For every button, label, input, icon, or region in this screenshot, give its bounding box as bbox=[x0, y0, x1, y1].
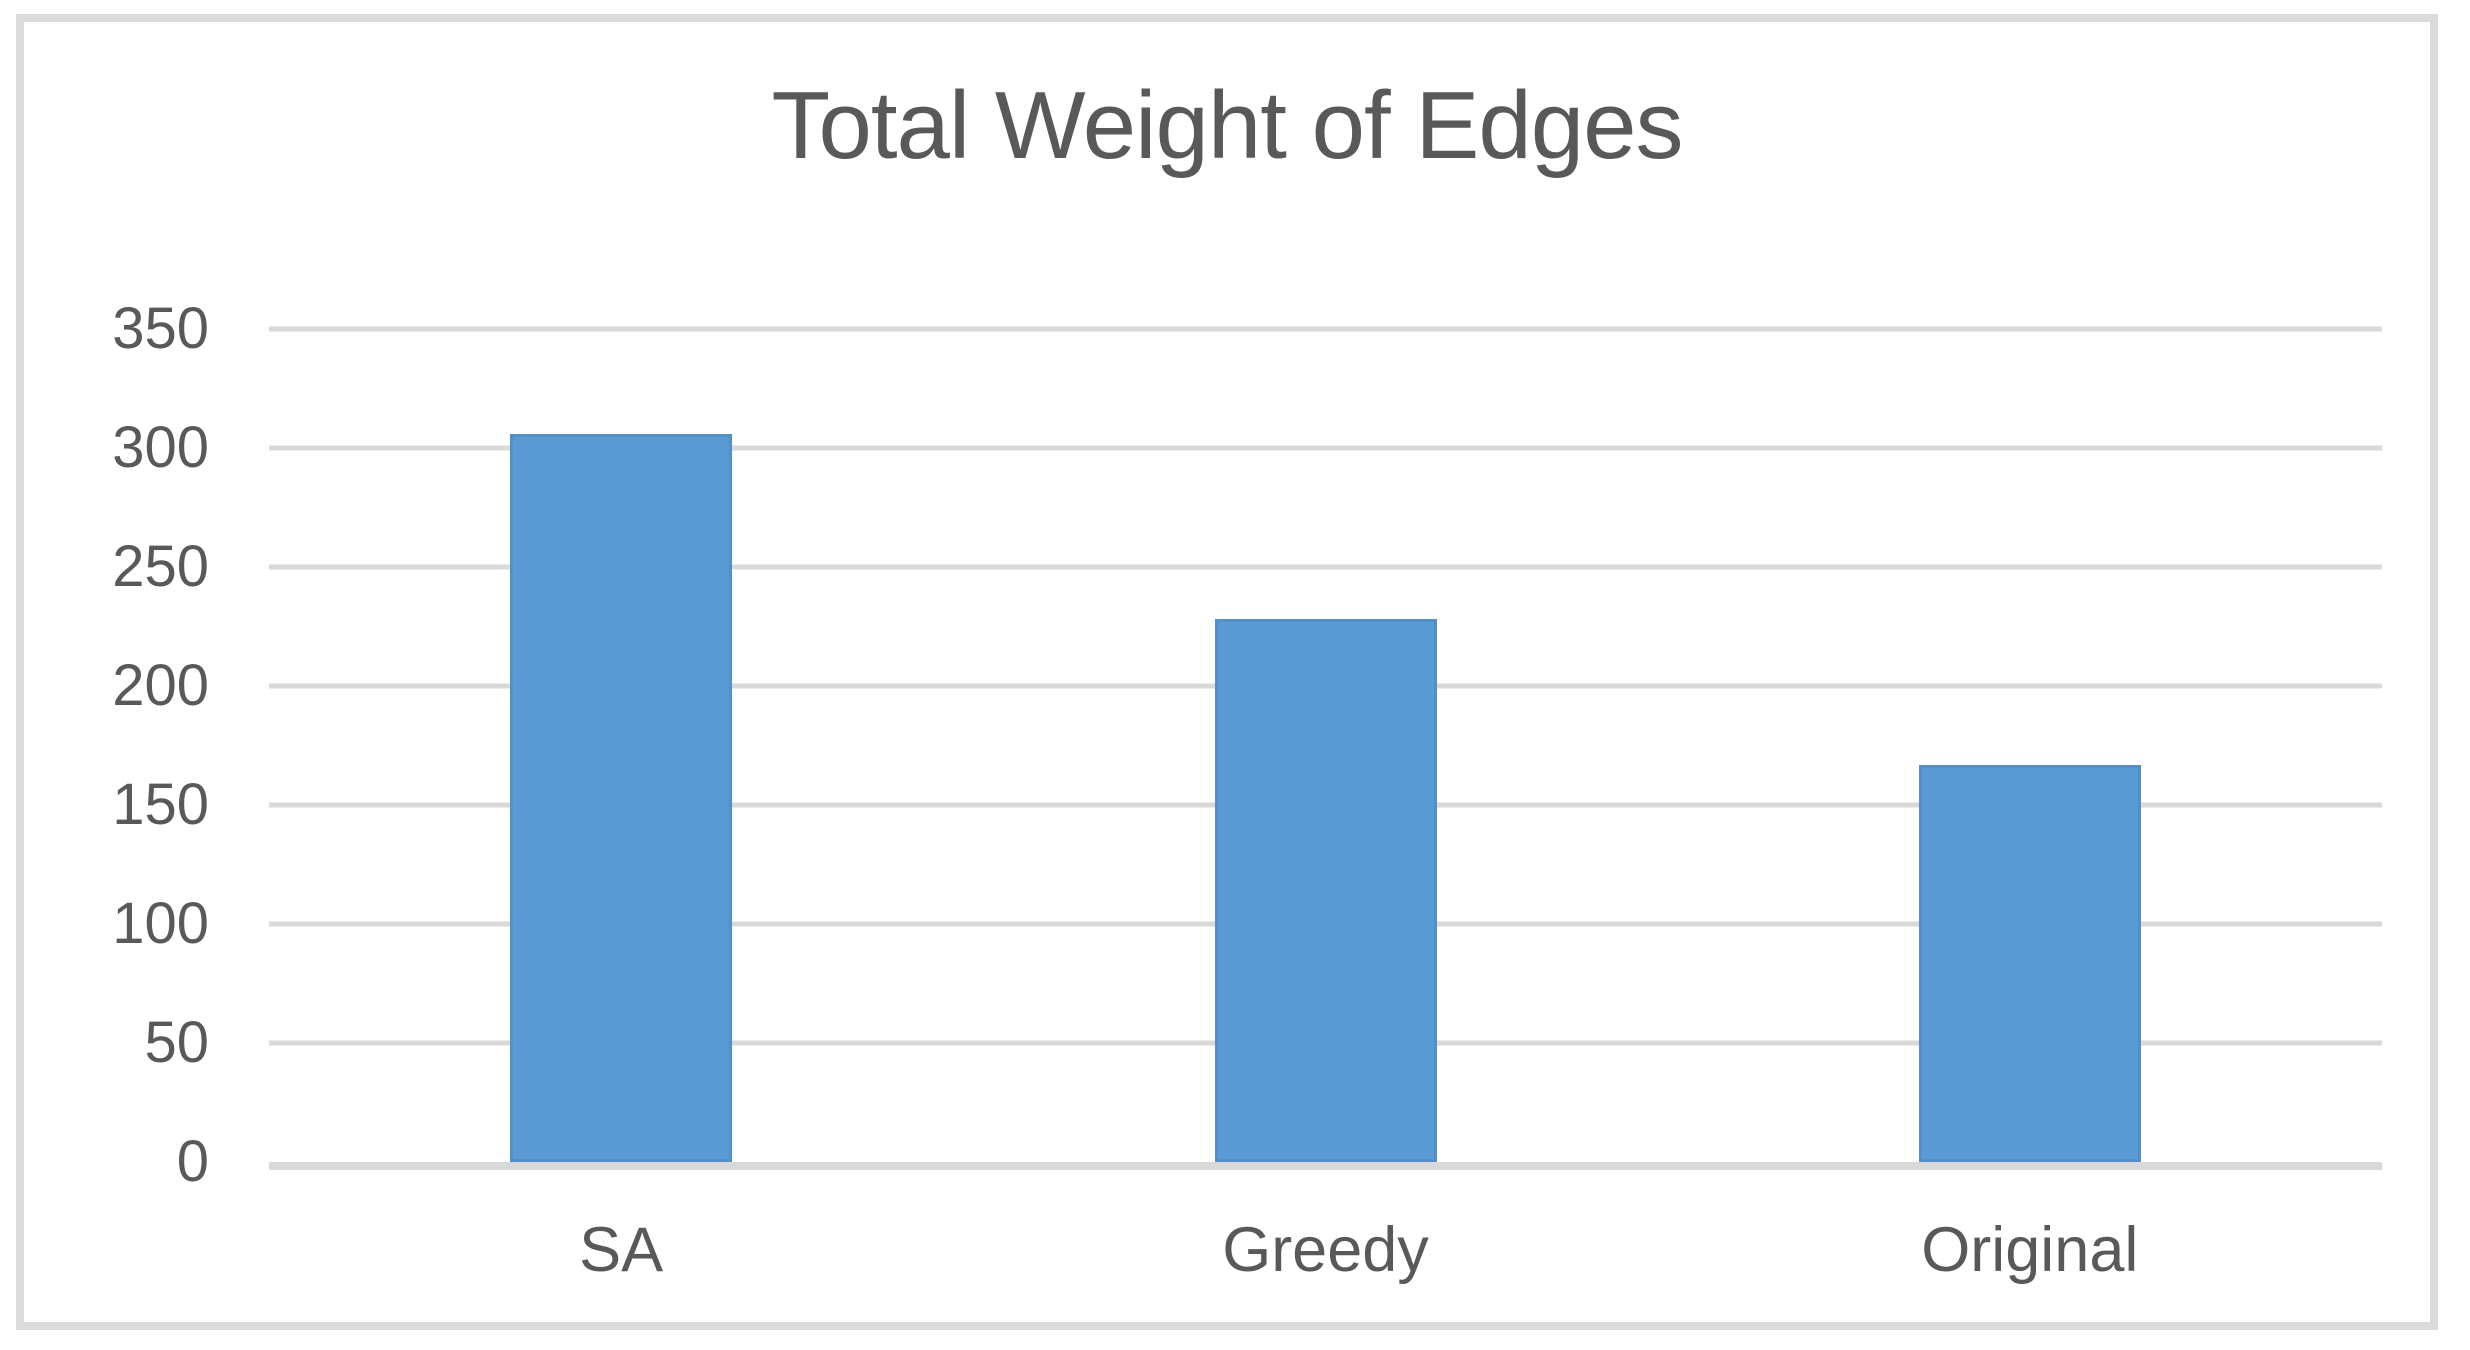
y-tick-label: 350 bbox=[112, 296, 209, 361]
gridline bbox=[269, 564, 2382, 570]
chart-frame: Total Weight of Edges 0 50 100 150 200 250 300… bbox=[16, 14, 2438, 1330]
y-tick-label: 150 bbox=[112, 772, 209, 837]
y-tick-label: 200 bbox=[112, 653, 209, 718]
gridline bbox=[269, 445, 2382, 451]
bar-sa bbox=[510, 433, 733, 1162]
y-tick-label: 50 bbox=[144, 1010, 209, 1075]
x-category-label: Original bbox=[1921, 1215, 2139, 1285]
y-axis-tick-labels: 0 50 100 150 200 250 300 350 bbox=[24, 300, 209, 1191]
x-category-label: Greedy bbox=[1222, 1215, 1429, 1285]
y-tick-label: 250 bbox=[112, 534, 209, 599]
x-category-label: SA bbox=[579, 1215, 664, 1285]
bar-greedy bbox=[1214, 619, 1437, 1162]
gridline bbox=[269, 326, 2382, 332]
y-tick-label: 100 bbox=[112, 891, 209, 956]
x-axis-line bbox=[269, 1162, 2382, 1170]
chart-title: Total Weight of Edges bbox=[771, 72, 1683, 179]
plot-area bbox=[269, 326, 2382, 1170]
x-axis-category-labels: SA Greedy Original bbox=[269, 1214, 2382, 1286]
y-tick-label: 0 bbox=[176, 1129, 209, 1194]
bar-original bbox=[1918, 764, 2141, 1162]
y-tick-label: 300 bbox=[112, 415, 209, 480]
